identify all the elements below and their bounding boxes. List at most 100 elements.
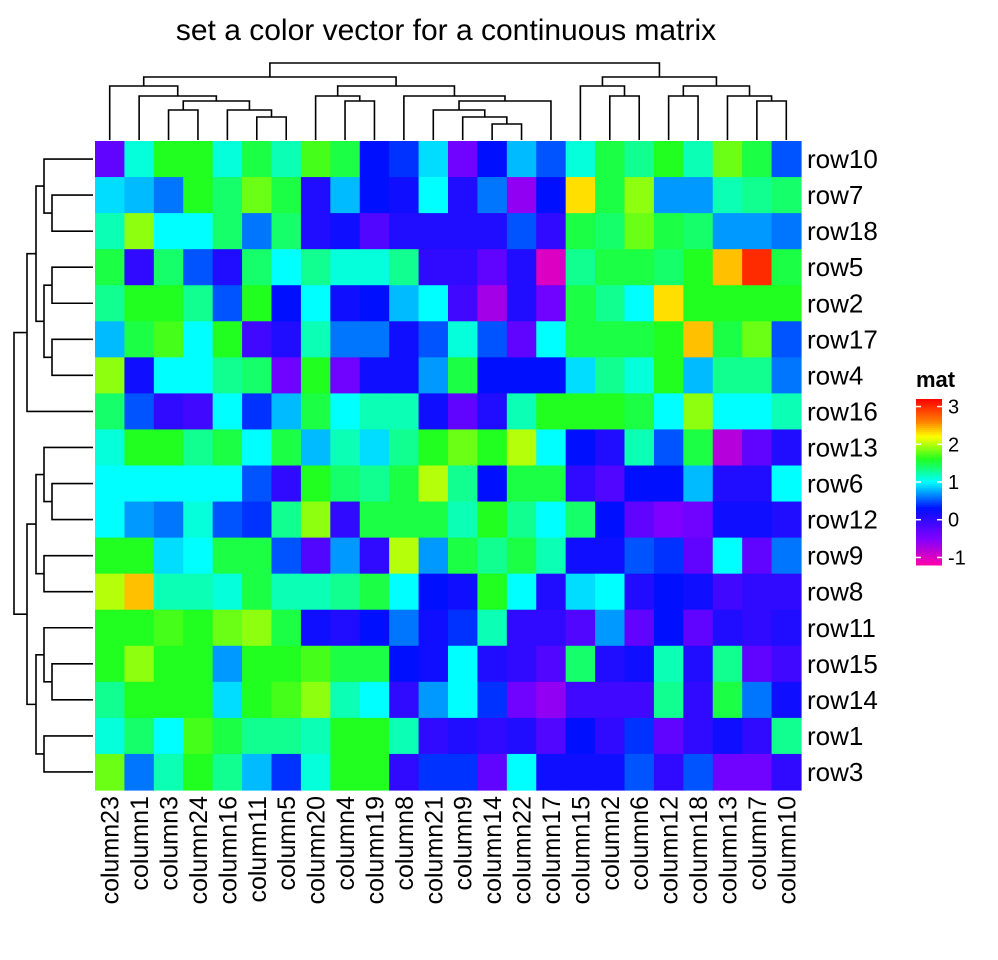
legend-gradient-step — [916, 500, 942, 504]
legend-gradient-step — [916, 542, 942, 545]
heatmap-cell — [153, 609, 184, 647]
heatmap-cell — [771, 141, 802, 178]
heatmap-cell — [653, 501, 684, 539]
heatmap-cell — [389, 393, 420, 431]
heatmap-cell — [712, 465, 743, 503]
legend-gradient-step — [916, 405, 942, 408]
legend-gradient-step — [916, 535, 942, 539]
heatmap-cell — [742, 465, 773, 503]
dendrogram-branch — [756, 100, 788, 140]
legend-gradient-step — [916, 401, 942, 404]
heatmap-cell — [242, 249, 273, 286]
heatmap-cell — [653, 609, 684, 647]
column-label: column1 — [126, 796, 154, 891]
heatmap-cell — [212, 141, 243, 178]
heatmap-cell — [536, 753, 567, 791]
heatmap-cell — [330, 177, 361, 214]
heatmap-cell — [506, 681, 537, 719]
heatmap-cell — [448, 537, 479, 575]
legend-gradient-step — [916, 525, 942, 529]
heatmap-cell — [771, 537, 802, 575]
heatmap-cell — [300, 321, 331, 358]
heatmap-cell — [359, 537, 390, 575]
dendrogram-branch — [255, 116, 288, 140]
heatmap-cells — [95, 141, 802, 791]
heatmap-cell — [300, 249, 331, 286]
heatmap-cell — [183, 501, 214, 539]
heatmap-cell — [683, 177, 714, 214]
column-label: column14 — [479, 796, 507, 904]
heatmap-cell — [506, 285, 537, 322]
legend-gradient-step — [916, 428, 942, 431]
heatmap-cell — [595, 717, 626, 755]
heatmap-cell — [653, 753, 684, 791]
row-label: row14 — [807, 685, 878, 715]
heatmap-cell — [565, 357, 596, 394]
dendrogram-branch — [26, 252, 93, 413]
heatmap-cell — [95, 753, 126, 791]
heatmap-cell — [683, 357, 714, 394]
heatmap-cell — [330, 321, 361, 358]
dendrogram-branch — [51, 482, 93, 521]
heatmap-cell — [271, 141, 302, 178]
heatmap-cell — [683, 285, 714, 322]
heatmap-cell — [124, 609, 155, 647]
heatmap-cell — [477, 213, 508, 250]
heatmap-cell — [95, 357, 126, 394]
heatmap-cell — [742, 213, 773, 250]
heatmap-cell — [183, 213, 214, 250]
heatmap-cell — [271, 645, 302, 683]
heatmap-cell — [771, 213, 802, 250]
legend-gradient-step — [916, 519, 942, 522]
legend-gradient-step — [916, 521, 942, 524]
heatmap-cell — [448, 285, 479, 322]
heatmap-cell — [389, 609, 420, 647]
heatmap-cell — [448, 609, 479, 647]
dendrogram-branch — [461, 116, 508, 140]
heatmap-cell — [771, 465, 802, 503]
heatmap-cell — [389, 141, 420, 178]
heatmap-cell — [653, 213, 684, 250]
heatmap-cell — [771, 573, 802, 611]
heatmap-cell — [683, 321, 714, 358]
heatmap-cell — [359, 429, 390, 467]
heatmap-cell — [124, 537, 155, 575]
heatmap-cell — [477, 753, 508, 791]
heatmap-cell — [712, 429, 743, 467]
heatmap-cell — [212, 321, 243, 358]
heatmap-cell — [153, 717, 184, 755]
heatmap-cell — [124, 717, 155, 755]
legend-gradient-step — [916, 492, 942, 495]
legend-gradient-step — [916, 423, 942, 427]
heatmap-cell — [389, 429, 420, 467]
legend-gradient-step — [916, 432, 942, 435]
heatmap-cell — [624, 321, 655, 358]
heatmap-cell — [565, 753, 596, 791]
heatmap-cell — [653, 357, 684, 394]
heatmap-cell — [153, 141, 184, 178]
heatmap-cell — [683, 573, 714, 611]
dendrogram-branch — [344, 100, 376, 140]
heatmap-cell — [742, 537, 773, 575]
heatmap-cell — [595, 681, 626, 719]
heatmap-cell — [212, 393, 243, 431]
heatmap-cell — [271, 465, 302, 503]
legend-tick-label: 1 — [948, 472, 959, 494]
heatmap-cell — [153, 429, 184, 467]
heatmap-cell — [95, 717, 126, 755]
legend-gradient-step — [916, 444, 942, 448]
dendrogram-branch — [138, 95, 218, 140]
heatmap-cell — [683, 645, 714, 683]
heatmap-cell — [124, 429, 155, 467]
heatmap-cell — [477, 393, 508, 431]
legend-gradient-step — [916, 550, 942, 554]
heatmap-cell — [153, 321, 184, 358]
row-label: row7 — [807, 180, 863, 210]
dendrogram-branch — [458, 100, 552, 140]
heatmap-cell — [183, 393, 214, 431]
heatmap-cell — [389, 213, 420, 250]
heatmap-cell — [477, 573, 508, 611]
heatmap-cell — [330, 393, 361, 431]
heatmap-cell — [124, 753, 155, 791]
heatmap-cell — [683, 213, 714, 250]
